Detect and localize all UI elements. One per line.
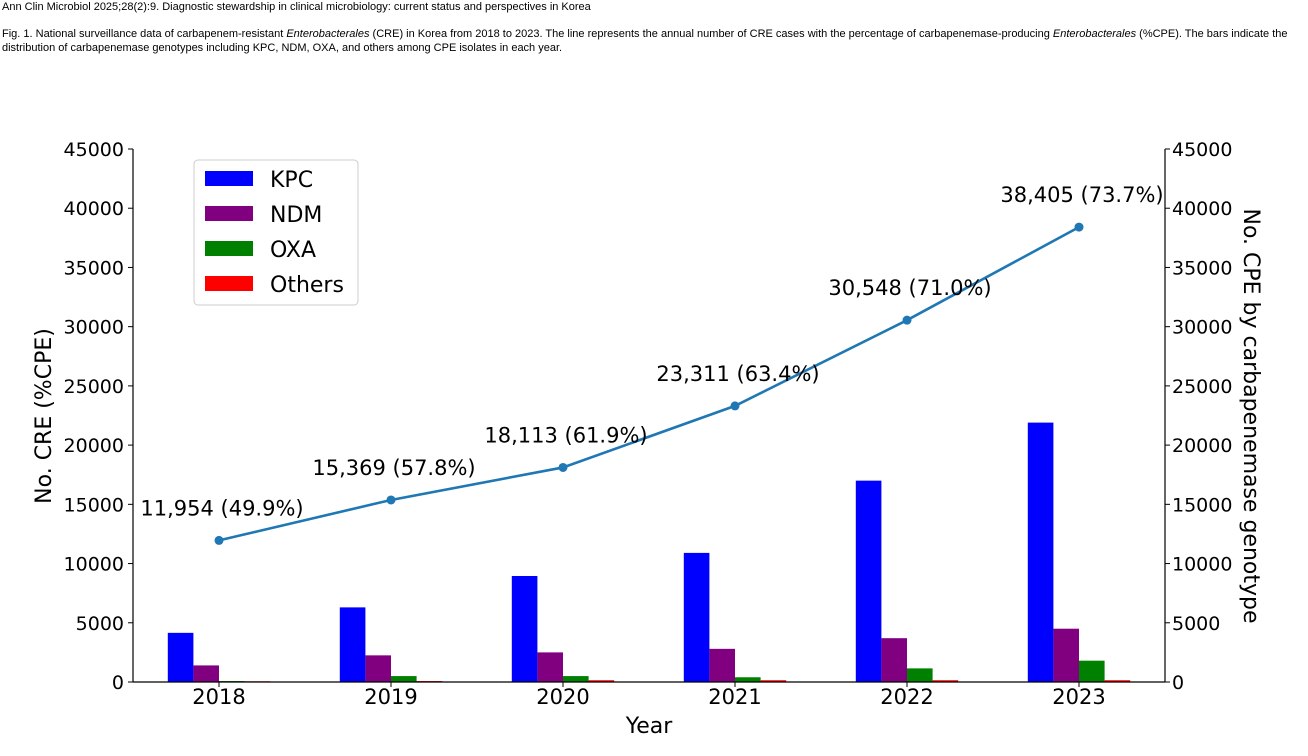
- bar-others-2020: [588, 680, 615, 682]
- y-tick-label-left-15000: 15000: [64, 494, 124, 516]
- y-tick-label-right-45000: 45000: [1172, 139, 1232, 161]
- caption-italic-1: Enterobacterales: [286, 28, 370, 40]
- y-tick-label-left-35000: 35000: [64, 257, 124, 279]
- bar-kpc-2020: [511, 575, 538, 682]
- bar-oxa-2019: [391, 676, 417, 682]
- legend-box: [193, 159, 359, 306]
- bar-kpc-2022: [855, 480, 882, 682]
- x-tick-label-2018: 2018: [192, 685, 245, 709]
- cre-label-2021: 23,311 (63.4%): [656, 362, 819, 386]
- y-tick-label-left-10000: 10000: [64, 554, 124, 576]
- legend-swatch-kpc: [205, 171, 253, 186]
- bar-kpc-2018: [167, 632, 194, 682]
- x-tick-label-2019: 2019: [364, 685, 417, 709]
- y-tick-label-right-40000: 40000: [1172, 198, 1232, 220]
- y-tick-label-left-20000: 20000: [64, 435, 124, 457]
- bar-kpc-2021: [683, 552, 710, 682]
- x-axis-title: Year: [625, 714, 674, 739]
- y-tick-label-right-15000: 15000: [1172, 494, 1232, 516]
- cre-label-2022: 30,548 (71.0%): [828, 276, 991, 300]
- cre-label-2018: 11,954 (49.9%): [140, 496, 303, 520]
- bar-others-2021: [760, 680, 787, 682]
- caption-italic-2: Enterobacterales: [1052, 28, 1137, 40]
- y-tick-label-left-30000: 30000: [64, 317, 124, 339]
- bar-ndm-2019: [365, 655, 391, 682]
- cre-point-2019: [386, 495, 396, 505]
- x-tick-label-2022: 2022: [880, 685, 933, 709]
- caption-text-1: Fig. 1. National surveillance data of ca…: [2, 28, 287, 40]
- figure-caption: Fig. 1. National surveillance data of ca…: [2, 27, 1306, 55]
- line-group: 11,954 (49.9%) 15,369 (57.8%) 18,113 (61.9…: [140, 183, 1164, 545]
- y-tick-label-left-25000: 25000: [64, 376, 124, 398]
- cre-point-2021: [730, 401, 740, 411]
- caption-text-3: (%CPE). The bars indicate the distributi…: [2, 28, 1288, 54]
- legend: KPC NDM OXA Others: [193, 159, 359, 306]
- bar-oxa-2021: [735, 677, 761, 682]
- y-tick-label-right-0: 0: [1172, 672, 1184, 694]
- cre-label-2019: 15,369 (57.8%): [312, 456, 475, 480]
- cre-point-2018: [214, 535, 224, 545]
- bars-group: [167, 422, 1131, 682]
- citation: Ann Clin Microbiol 2025;28(2):9. Diagnos…: [2, 1, 591, 13]
- legend-label-oxa: OXA: [270, 238, 316, 263]
- cre-point-2022: [902, 315, 912, 325]
- y-tick-label-right-10000: 10000: [1172, 554, 1232, 576]
- cre-label-2023: 38,405 (73.7%): [1000, 183, 1163, 207]
- x-tick-label-2020: 2020: [536, 685, 589, 709]
- cre-total-line: [218, 225, 1080, 542]
- cre-point-2020: [558, 462, 568, 472]
- bar-others-2022: [932, 680, 959, 682]
- caption-text-2: (CRE) in Korea from 2018 to 2023. The li…: [369, 28, 1053, 40]
- bar-oxa-2022: [907, 668, 933, 682]
- y-tick-label-right-25000: 25000: [1172, 376, 1232, 398]
- legend-swatch-others: [205, 276, 253, 291]
- y-tick-label-left-45000: 45000: [64, 139, 124, 161]
- y-tick-label-right-5000: 5000: [1172, 613, 1220, 635]
- bar-kpc-2019: [339, 607, 366, 682]
- axes-group: 0 0 5000 5000 10000 10000 15000 15000 20000 20000…: [64, 139, 1233, 709]
- bar-oxa-2023: [1079, 660, 1105, 682]
- y-tick-label-right-35000: 35000: [1172, 257, 1232, 279]
- y-axis-title-right: No. CPE by carbapenemase genotype: [1238, 208, 1263, 623]
- y-tick-label-right-20000: 20000: [1172, 435, 1232, 457]
- legend-label-others: Others: [270, 273, 344, 298]
- cre-point-2023: [1074, 222, 1084, 232]
- x-tick-label-2023: 2023: [1052, 685, 1105, 709]
- bar-ndm-2018: [193, 665, 219, 682]
- bar-kpc-2023: [1027, 422, 1054, 682]
- y-tick-label-left-5000: 5000: [76, 613, 124, 635]
- legend-label-ndm: NDM: [270, 203, 322, 228]
- bar-ndm-2021: [709, 648, 735, 682]
- legend-swatch-oxa: [205, 241, 253, 256]
- x-tick-label-2021: 2021: [708, 685, 761, 709]
- y-axis-title-left: No. CRE (%CPE): [32, 328, 57, 504]
- legend-swatch-ndm: [205, 206, 253, 221]
- bar-ndm-2023: [1053, 628, 1079, 682]
- bar-ndm-2022: [881, 638, 907, 682]
- legend-label-kpc: KPC: [270, 168, 313, 193]
- bar-others-2023: [1104, 680, 1131, 682]
- cre-label-2020: 18,113 (61.9%): [484, 423, 647, 447]
- y-tick-label-left-40000: 40000: [64, 198, 124, 220]
- bar-oxa-2020: [563, 676, 589, 682]
- y-tick-label-right-30000: 30000: [1172, 317, 1232, 339]
- bar-ndm-2020: [537, 652, 563, 682]
- y-tick-label-left-0: 0: [112, 672, 124, 694]
